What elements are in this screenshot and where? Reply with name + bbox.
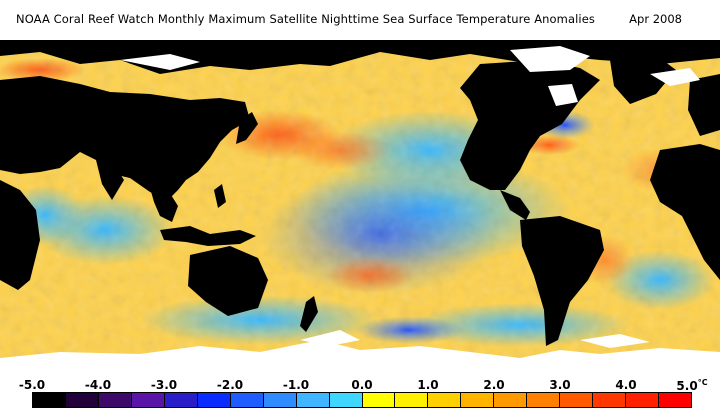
color-swatch-18 bbox=[626, 393, 660, 407]
color-swatch-7 bbox=[263, 393, 297, 407]
ice-arctic-north-america bbox=[510, 46, 590, 72]
color-swatch-12 bbox=[428, 393, 462, 407]
legend-tick-label: -1.0 bbox=[282, 378, 310, 392]
color-swatch-17 bbox=[593, 393, 627, 407]
legend-tick-label: 2.0 bbox=[483, 378, 505, 392]
legend-tick-label: -5.0 bbox=[18, 378, 46, 392]
ice-north-atlantic bbox=[650, 68, 700, 86]
legend-tick-label: 3.0 bbox=[549, 378, 571, 392]
legend-tick-label: 4.0 bbox=[615, 378, 637, 392]
ice-weddell bbox=[580, 334, 650, 348]
sst-anomaly-map bbox=[0, 40, 720, 370]
color-swatch-4 bbox=[164, 393, 198, 407]
land-central-america bbox=[500, 190, 530, 220]
southern-ocean-cool-anomaly-2 bbox=[410, 303, 630, 347]
southern-ocean-cool-anomaly bbox=[140, 295, 380, 345]
ice-hudson-bay bbox=[548, 84, 578, 106]
arctic-warm-anomaly bbox=[0, 58, 85, 82]
land-indonesia bbox=[160, 226, 256, 246]
color-swatch-10 bbox=[362, 393, 396, 407]
color-swatch-19 bbox=[659, 393, 692, 407]
color-swatch-2 bbox=[98, 393, 132, 407]
land-greenland bbox=[610, 58, 676, 104]
map-date: Apr 2008 bbox=[629, 12, 682, 26]
legend-tick-label: 1.0 bbox=[417, 378, 439, 392]
anomaly-patches bbox=[0, 58, 715, 347]
ice-siberia bbox=[120, 54, 200, 70]
color-swatch-3 bbox=[131, 393, 165, 407]
land-europe-wrap bbox=[688, 74, 720, 136]
title-bar: NOAA Coral Reef Watch Monthly Maximum Sa… bbox=[0, 0, 720, 40]
south-pacific-warm-anomaly bbox=[325, 257, 415, 293]
central-pacific-cool-anomaly bbox=[260, 175, 500, 295]
color-swatch-0 bbox=[33, 393, 66, 407]
land-australia bbox=[188, 246, 268, 316]
north-pacific-warm-anomaly bbox=[290, 130, 390, 170]
land-japan bbox=[236, 112, 258, 144]
legend-tick-label: 5.0°C bbox=[676, 378, 708, 393]
color-swatch-8 bbox=[296, 393, 330, 407]
land-india bbox=[96, 160, 124, 200]
land-philippines bbox=[214, 184, 226, 208]
land-africa-east-wrap bbox=[650, 144, 720, 280]
color-swatch-5 bbox=[197, 393, 231, 407]
color-scale-bar bbox=[32, 392, 692, 408]
color-scale-legend: -5.0 -4.0 -3.0 -2.0 -1.0 0.0 1.0 2.0 3.0 4.0 5.0°C bbox=[0, 370, 720, 411]
legend-tick-label: -2.0 bbox=[216, 378, 244, 392]
legend-tick-label: -4.0 bbox=[84, 378, 112, 392]
sea-ice-areas bbox=[0, 46, 720, 370]
land-new-zealand bbox=[300, 296, 318, 332]
color-swatch-6 bbox=[230, 393, 264, 407]
color-swatch-1 bbox=[65, 393, 99, 407]
land-indochina bbox=[150, 188, 178, 222]
color-swatch-13 bbox=[461, 393, 495, 407]
color-swatch-11 bbox=[395, 393, 429, 407]
south-pacific-deep-cool-anomaly bbox=[355, 316, 465, 344]
legend-tick-label: -3.0 bbox=[150, 378, 178, 392]
land-africa-south bbox=[0, 180, 40, 290]
ice-ross-sea bbox=[300, 330, 360, 346]
land-eurasia-africa-west bbox=[0, 76, 250, 200]
land-south-america bbox=[520, 216, 604, 346]
legend-tick-label: 0.0 bbox=[351, 378, 373, 392]
color-swatch-16 bbox=[560, 393, 594, 407]
legend-unit: °C bbox=[697, 378, 708, 387]
color-swatch-9 bbox=[329, 393, 363, 407]
antarctica bbox=[0, 340, 720, 370]
map-title: NOAA Coral Reef Watch Monthly Maximum Sa… bbox=[16, 12, 595, 26]
color-swatch-14 bbox=[494, 393, 528, 407]
color-swatch-15 bbox=[527, 393, 561, 407]
